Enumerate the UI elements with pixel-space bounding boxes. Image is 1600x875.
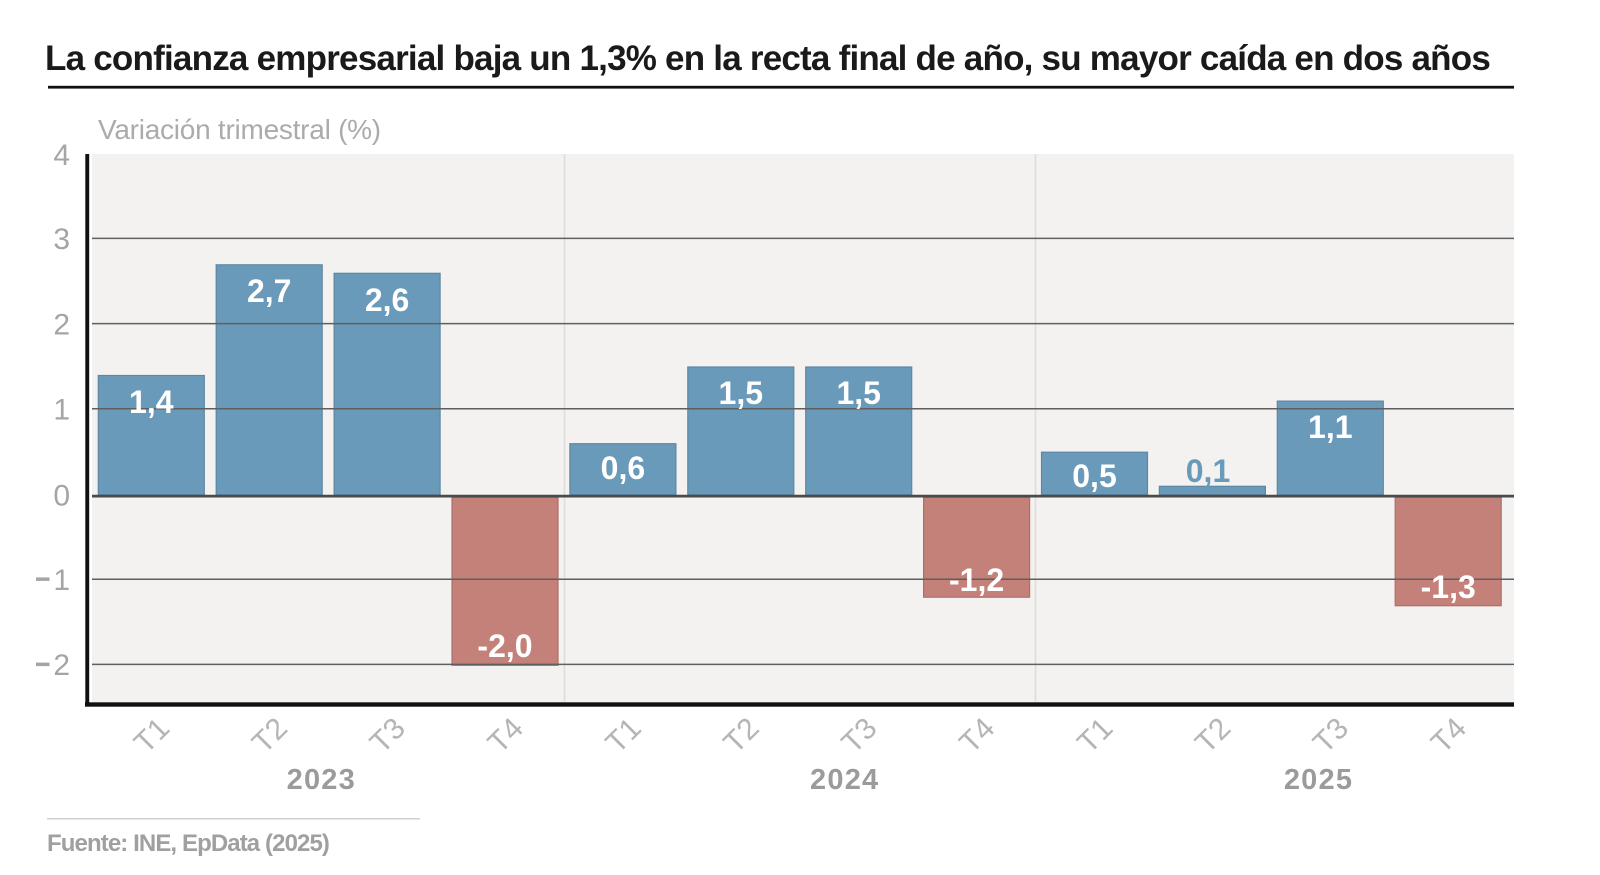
svg-text:-2,0: -2,0 bbox=[477, 628, 532, 664]
svg-text:-1,3: -1,3 bbox=[1421, 569, 1476, 605]
svg-text:2025: 2025 bbox=[1284, 764, 1353, 796]
svg-text:Variación trimestral (%): Variación trimestral (%) bbox=[98, 114, 381, 145]
svg-text:3: 3 bbox=[53, 223, 70, 256]
svg-text:0,1: 0,1 bbox=[1186, 453, 1230, 489]
svg-text:2: 2 bbox=[53, 308, 70, 341]
svg-text:1: 1 bbox=[53, 394, 70, 427]
svg-text:1,1: 1,1 bbox=[1308, 409, 1352, 445]
svg-text:0: 0 bbox=[53, 479, 70, 512]
svg-text:1: 1 bbox=[53, 564, 70, 597]
svg-text:1,5: 1,5 bbox=[719, 375, 763, 411]
svg-text:1,4: 1,4 bbox=[129, 384, 174, 420]
svg-text:2024: 2024 bbox=[810, 764, 879, 796]
svg-text:Fuente: INE, EpData (2025): Fuente: INE, EpData (2025) bbox=[47, 830, 329, 857]
svg-text:2: 2 bbox=[53, 649, 70, 682]
svg-text:4: 4 bbox=[53, 139, 70, 172]
svg-text:La confianza empresarial baja: La confianza empresarial baja un 1,3% en… bbox=[45, 39, 1490, 78]
svg-text:2,6: 2,6 bbox=[365, 282, 409, 318]
svg-text:0,6: 0,6 bbox=[601, 450, 645, 486]
svg-text:2023: 2023 bbox=[287, 764, 356, 796]
svg-text:1,5: 1,5 bbox=[836, 375, 880, 411]
svg-text:-1,2: -1,2 bbox=[949, 562, 1004, 598]
svg-text:0,5: 0,5 bbox=[1072, 458, 1116, 494]
svg-text:2,7: 2,7 bbox=[247, 273, 291, 309]
